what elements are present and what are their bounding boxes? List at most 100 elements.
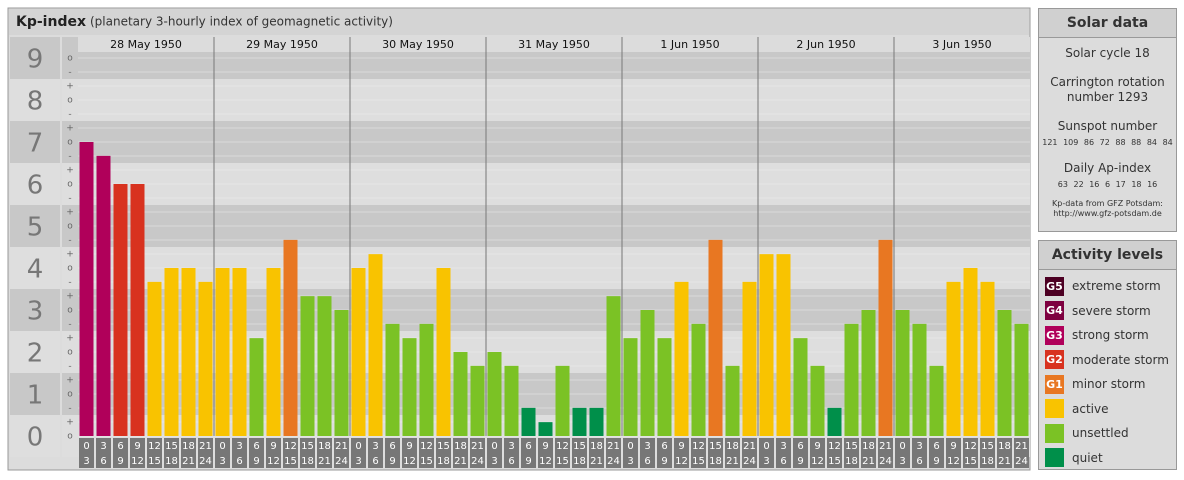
hour-box	[980, 438, 995, 468]
y-band	[10, 331, 60, 373]
date-label: 1 Jun 1950	[660, 38, 719, 51]
x-tick-label: 6	[933, 441, 939, 452]
solar-data-panel: Solar data Solar cycle 18 Carrington rot…	[1038, 8, 1177, 232]
x-tick-label: 3	[508, 441, 514, 452]
bar	[419, 323, 434, 436]
x-tick-label: 24	[879, 456, 892, 467]
x-tick-label: 18	[165, 456, 178, 467]
y-tick-label: 0	[27, 423, 44, 453]
source: Kp-data from GFZ Potsdam:	[1052, 199, 1163, 208]
y-tick-label: 7	[27, 129, 44, 159]
minor-tick-label: -	[68, 68, 71, 78]
hour-box	[572, 438, 587, 468]
legend-label: severe storm	[1072, 303, 1151, 318]
legend-item: G2 moderate storm	[1039, 348, 1176, 373]
bar	[283, 239, 298, 436]
bar	[912, 323, 927, 436]
x-tick-label: 9	[134, 441, 140, 452]
x-tick-label: 24	[199, 456, 212, 467]
legend-label: quiet	[1072, 450, 1103, 465]
x-tick-label: 0	[627, 441, 633, 452]
legend-swatch: G3	[1045, 325, 1064, 345]
minor-tick-label: o	[67, 54, 73, 64]
bar	[606, 296, 621, 436]
ap-label: Daily Ap-index	[1063, 161, 1152, 175]
x-tick-label: 12	[131, 456, 144, 467]
hour-box	[215, 438, 230, 468]
legend-panel: Activity levels G5 extreme storm G4 severe …	[1038, 240, 1177, 470]
x-tick-label: 0	[899, 441, 905, 452]
y-tick-label: 2	[27, 339, 44, 369]
solar-cycle: Solar cycle 18	[1065, 46, 1150, 60]
x-tick-label: 6	[253, 441, 259, 452]
ap-value: 16	[1089, 180, 1100, 189]
bar	[181, 268, 196, 436]
x-tick-label: 15	[573, 441, 586, 452]
sunspot-number: 88	[1115, 138, 1126, 147]
x-tick-label: 15	[301, 441, 314, 452]
hour-box	[793, 438, 808, 468]
hour-box	[351, 438, 366, 468]
x-tick-label: 3	[219, 456, 225, 467]
minor-tick-label: +	[66, 208, 74, 218]
minor-tick-label: +	[66, 124, 74, 134]
x-tick-label: 9	[661, 456, 667, 467]
bar	[215, 268, 230, 436]
x-tick-label: 6	[389, 441, 395, 452]
hour-box	[538, 438, 553, 468]
hour-box	[266, 438, 281, 468]
y-tick-label: 9	[27, 45, 44, 75]
hour-box	[555, 438, 570, 468]
x-tick-label: 24	[743, 456, 756, 467]
x-tick-label: 9	[253, 456, 259, 467]
minor-tick-label: o	[67, 348, 73, 358]
minor-tick-label: -	[68, 236, 71, 246]
y-band	[10, 415, 60, 457]
bar	[300, 296, 315, 436]
x-tick-label: 18	[998, 441, 1011, 452]
minor-tick-label: +	[66, 166, 74, 176]
x-tick-label: 15	[709, 441, 722, 452]
hour-box	[929, 438, 944, 468]
legend-swatch	[1045, 423, 1064, 443]
ap-value: 16	[1147, 180, 1158, 189]
hour-box	[640, 438, 655, 468]
x-tick-label: 21	[879, 441, 892, 452]
x-tick-label: 3	[916, 441, 922, 452]
minor-tick-label: o	[67, 306, 73, 316]
title-bar	[9, 9, 1029, 35]
legend-swatch: G2	[1045, 350, 1064, 370]
bar	[249, 338, 264, 436]
hour-box	[1014, 438, 1029, 468]
bar	[317, 296, 332, 436]
x-tick-label: 0	[83, 441, 89, 452]
source-url: http://www.gfz-potsdam.de	[1053, 209, 1162, 218]
bar	[861, 310, 876, 436]
bar	[589, 407, 604, 436]
minor-tick-label: -	[68, 362, 71, 372]
sunspot-number: 121	[1042, 138, 1058, 147]
minor-tick-label: o	[67, 180, 73, 190]
bar	[980, 281, 995, 436]
x-tick-label: 3	[100, 441, 106, 452]
y-band	[10, 247, 60, 289]
x-tick-label: 12	[284, 441, 297, 452]
hour-box	[385, 438, 400, 468]
x-tick-label: 6	[508, 456, 514, 467]
date-header	[894, 37, 1030, 52]
bar	[504, 365, 519, 436]
bar	[776, 254, 791, 436]
ap-value: 17	[1115, 180, 1126, 189]
legend-item: G1 minor storm	[1039, 372, 1176, 397]
hour-box	[963, 438, 978, 468]
bar	[963, 268, 978, 436]
y-tick-label: 3	[27, 297, 44, 327]
minor-band	[62, 121, 78, 163]
x-tick-label: 12	[556, 441, 569, 452]
bar	[113, 184, 128, 436]
x-tick-label: 6	[661, 441, 667, 452]
date-header	[214, 37, 350, 52]
hour-box	[946, 438, 961, 468]
x-tick-label: 18	[862, 441, 875, 452]
x-tick-label: 21	[743, 441, 756, 452]
